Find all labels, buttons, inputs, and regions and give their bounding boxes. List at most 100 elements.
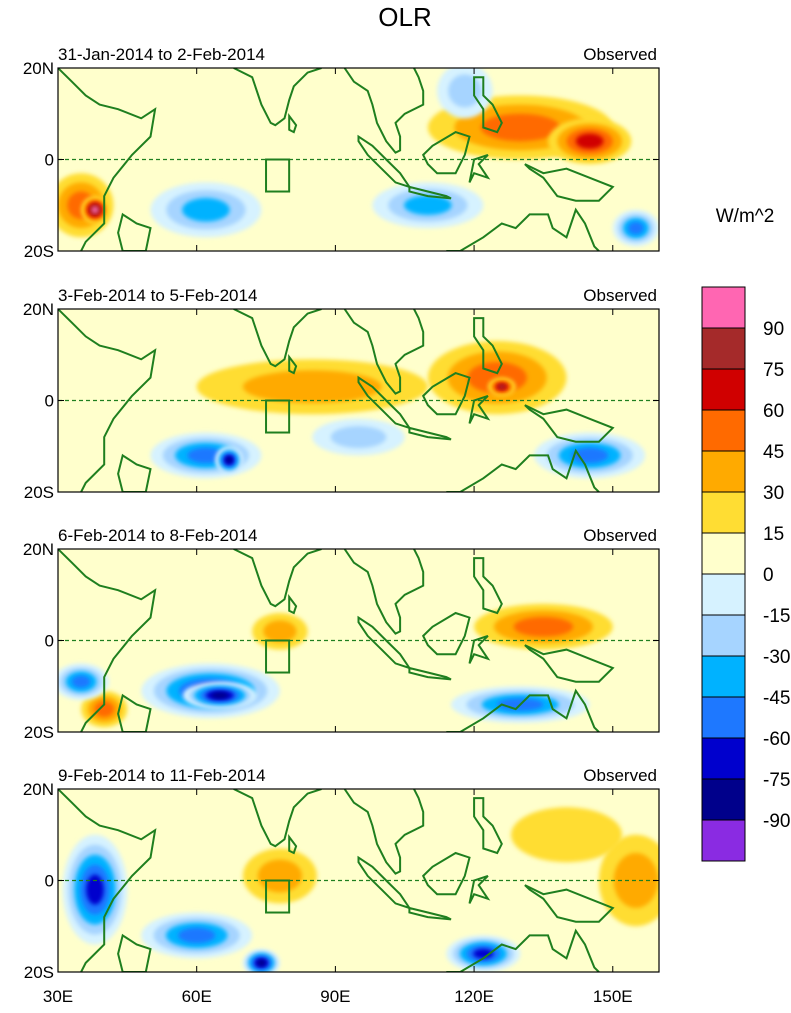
panel-status: Observed [583,286,657,305]
coastline [288,113,298,134]
anomaly-contour [91,206,99,213]
coastline [117,933,152,972]
coastline [357,615,412,670]
coastline [473,557,503,615]
colorbar-swatch [701,532,746,575]
panel-period: 3-Feb-2014 to 5-Feb-2014 [58,286,257,305]
y-tick-label: 20N [23,780,54,799]
colorbar-swatch [701,286,746,329]
anomaly-contour [187,447,225,464]
coastline [343,549,425,635]
y-tick-label: 20S [24,242,54,261]
coastline [117,453,152,492]
anomaly-contour [242,370,382,404]
colorbar-label: 45 [763,442,784,463]
anomaly-contour [498,384,506,390]
index-box [265,158,291,193]
coastline [357,375,412,430]
coastline [58,68,157,251]
panel-plot-area [58,549,659,732]
coastline [408,185,452,200]
coastline [58,789,157,972]
anomaly-contour [86,874,104,905]
coastline [421,611,471,656]
colorbar-swatch [701,491,746,534]
colorbar-label: -30 [763,647,790,668]
panel-period: 31-Jan-2014 to 2-Feb-2014 [58,45,265,64]
coastline [408,426,452,441]
panel-3: 20N 0 20S 6-Feb-2014 to 8-Feb-2014 Observed [23,526,660,742]
panel-period: 9-Feb-2014 to 11-Feb-2014 [58,766,266,785]
y-tick-label: 20S [24,963,54,982]
panel-4: 20N 0 20S 9-Feb-2014 to 11-Feb-2014 Observed [23,766,660,982]
coastline [446,207,600,251]
coastline [524,404,615,443]
anomaly-contour [448,74,482,108]
colorbar-label: -45 [763,688,790,709]
panel-1: 20N 0 20S 31-Jan-2014 to 2-Feb-2014 Observed [23,45,660,261]
anomaly-contour [330,426,387,449]
coastline [473,317,503,375]
colorbar-swatch [701,573,746,616]
x-tick-label: 60E [182,987,212,1006]
x-tick-label: 30E [43,987,73,1006]
y-tick-label: 20N [23,59,54,78]
anomaly-contour [225,456,233,464]
panel-plot-area [58,789,659,972]
coastline [58,549,157,732]
colorbar-label: 30 [763,483,784,504]
colorbar-label: 90 [763,319,784,340]
y-tick-label: 20N [23,540,54,559]
x-tick-label: 150E [593,987,633,1006]
coastline [446,928,600,972]
y-tick-label: 0 [45,872,54,891]
coastline [408,666,452,681]
coastline [357,855,412,910]
colorbar-swatch [701,737,746,780]
coastline [524,163,615,202]
index-box [265,399,291,434]
anomaly-contour [182,198,230,222]
colorbar-label: -60 [763,729,790,750]
coastline [233,549,322,608]
anomaly-contour [211,692,229,699]
coastline [233,309,322,368]
colorbar-swatch [701,655,746,698]
coastline [233,789,322,848]
colorbar: 90 75 60 45 30 15 0 -15 -30 -45 -60 -75 -90 [701,286,790,862]
index-box [265,639,291,674]
colorbar-label: 15 [763,524,784,545]
colorbar-label: 60 [763,401,784,422]
anomaly-contour [511,807,623,863]
panel-plot-area [58,309,659,492]
y-tick-label: 0 [45,392,54,411]
coastline [117,212,152,251]
coastline [117,693,152,732]
coastline [446,688,600,732]
y-tick-label: 0 [45,151,54,170]
coastline [524,884,615,923]
panel-status: Observed [583,766,657,785]
anomaly-contour [513,616,574,637]
colorbar-label: 0 [763,565,774,586]
panel-plot-area [58,68,659,251]
anomaly-contour [178,927,216,944]
colorbar-swatch [701,696,746,739]
coastline [421,851,471,896]
anomaly-contour [404,195,452,216]
panel-status: Observed [583,526,657,545]
colorbar-label: -90 [763,811,790,832]
anomaly-contour [94,701,115,717]
colorbar-swatch [701,368,746,411]
colorbar-swatch [701,409,746,452]
coastline [58,309,157,492]
chart-title: OLR [378,2,431,32]
colorbar-swatch [701,778,746,821]
panel-2: 20N 0 20S 3-Feb-2014 to 5-Feb-2014 Observed [23,286,660,502]
coastline [446,448,600,492]
coastline [421,131,471,175]
panel-status: Observed [583,45,657,64]
colorbar-label: -75 [763,770,790,791]
coastline [288,354,298,375]
coastline [343,789,425,875]
